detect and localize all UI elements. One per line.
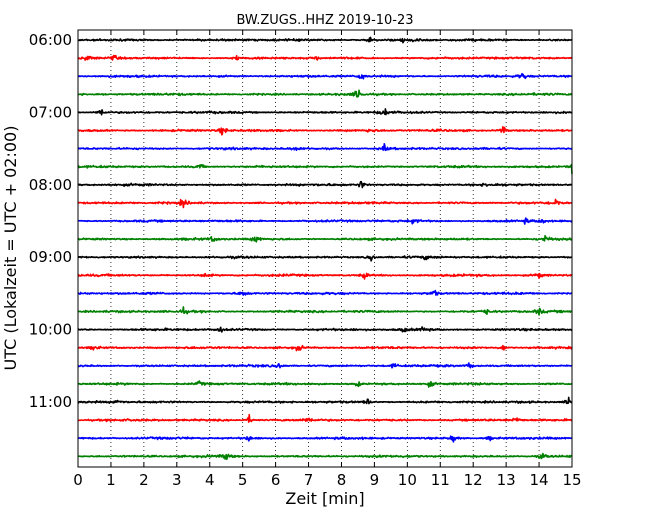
trace-line-0730: [77, 142, 573, 152]
x-tick-label: 3: [172, 471, 182, 489]
trace-line-1030: [77, 362, 573, 369]
trace-line-0845: [77, 234, 573, 243]
trace-line-0600: [77, 36, 573, 44]
trace-lines: [77, 36, 573, 461]
grid-lines: [110, 30, 540, 467]
trace-line-0815: [77, 198, 573, 209]
x-axis-ticks: 0 1 2 3 4 5 6 7 8 9 10 11 12 13 14 15: [73, 30, 582, 489]
chart-title: BW.ZUGS..HHZ 2019-10-23: [236, 13, 413, 28]
x-tick-label: 12: [464, 471, 483, 489]
x-tick-label: 10: [398, 471, 417, 489]
y-axis-ticks: 06:00 07:00 08:00 09:00 10:00 11:00: [29, 31, 572, 411]
trace-line-0700: [77, 108, 573, 116]
trace-line-0615: [77, 54, 573, 61]
trace-line-1145: [77, 452, 573, 461]
x-tick-label: 14: [530, 471, 549, 489]
trace-line-1015: [77, 344, 573, 352]
trace-line-0745: [77, 163, 573, 175]
y-tick-label: 11:00: [29, 393, 72, 411]
x-axis-label: Zeit [min]: [285, 489, 364, 508]
trace-line-1100: [77, 396, 573, 405]
trace-line-1130: [77, 435, 573, 443]
x-tick-label: 2: [139, 471, 149, 489]
trace-line-0830: [77, 217, 573, 225]
trace-line-0915: [77, 272, 573, 280]
trace-line-0645: [77, 89, 573, 98]
trace-line-0630: [77, 72, 573, 80]
y-tick-label: 09:00: [29, 248, 72, 266]
y-tick-label: 08:00: [29, 176, 72, 194]
plot-frame: [77, 29, 573, 468]
trace-line-1045: [77, 380, 573, 388]
trace-line-0930: [77, 289, 573, 296]
x-tick-label: 9: [370, 471, 380, 489]
y-tick-label: 07:00: [29, 103, 72, 121]
y-axis-label: UTC (Lokalzeit = UTC + 02:00): [1, 126, 20, 371]
x-tick-label: 11: [431, 471, 450, 489]
trace-line-0945: [77, 306, 573, 316]
x-tick-label: 1: [106, 471, 116, 489]
x-tick-label: 7: [304, 471, 314, 489]
trace-line-0900: [77, 255, 573, 262]
trace-line-1000: [77, 326, 573, 333]
x-tick-label: 13: [497, 471, 516, 489]
y-tick-label: 10:00: [29, 321, 72, 339]
x-tick-label: 0: [73, 471, 83, 489]
trace-line-1115: [77, 413, 573, 423]
trace-line-0715: [77, 125, 573, 136]
x-tick-label: 8: [337, 471, 347, 489]
trace-line-0800: [77, 180, 573, 189]
x-tick-label: 15: [562, 471, 581, 489]
y-tick-label: 06:00: [29, 31, 72, 49]
x-tick-label: 4: [205, 471, 215, 489]
x-tick-label: 5: [238, 471, 248, 489]
x-tick-label: 6: [271, 471, 281, 489]
